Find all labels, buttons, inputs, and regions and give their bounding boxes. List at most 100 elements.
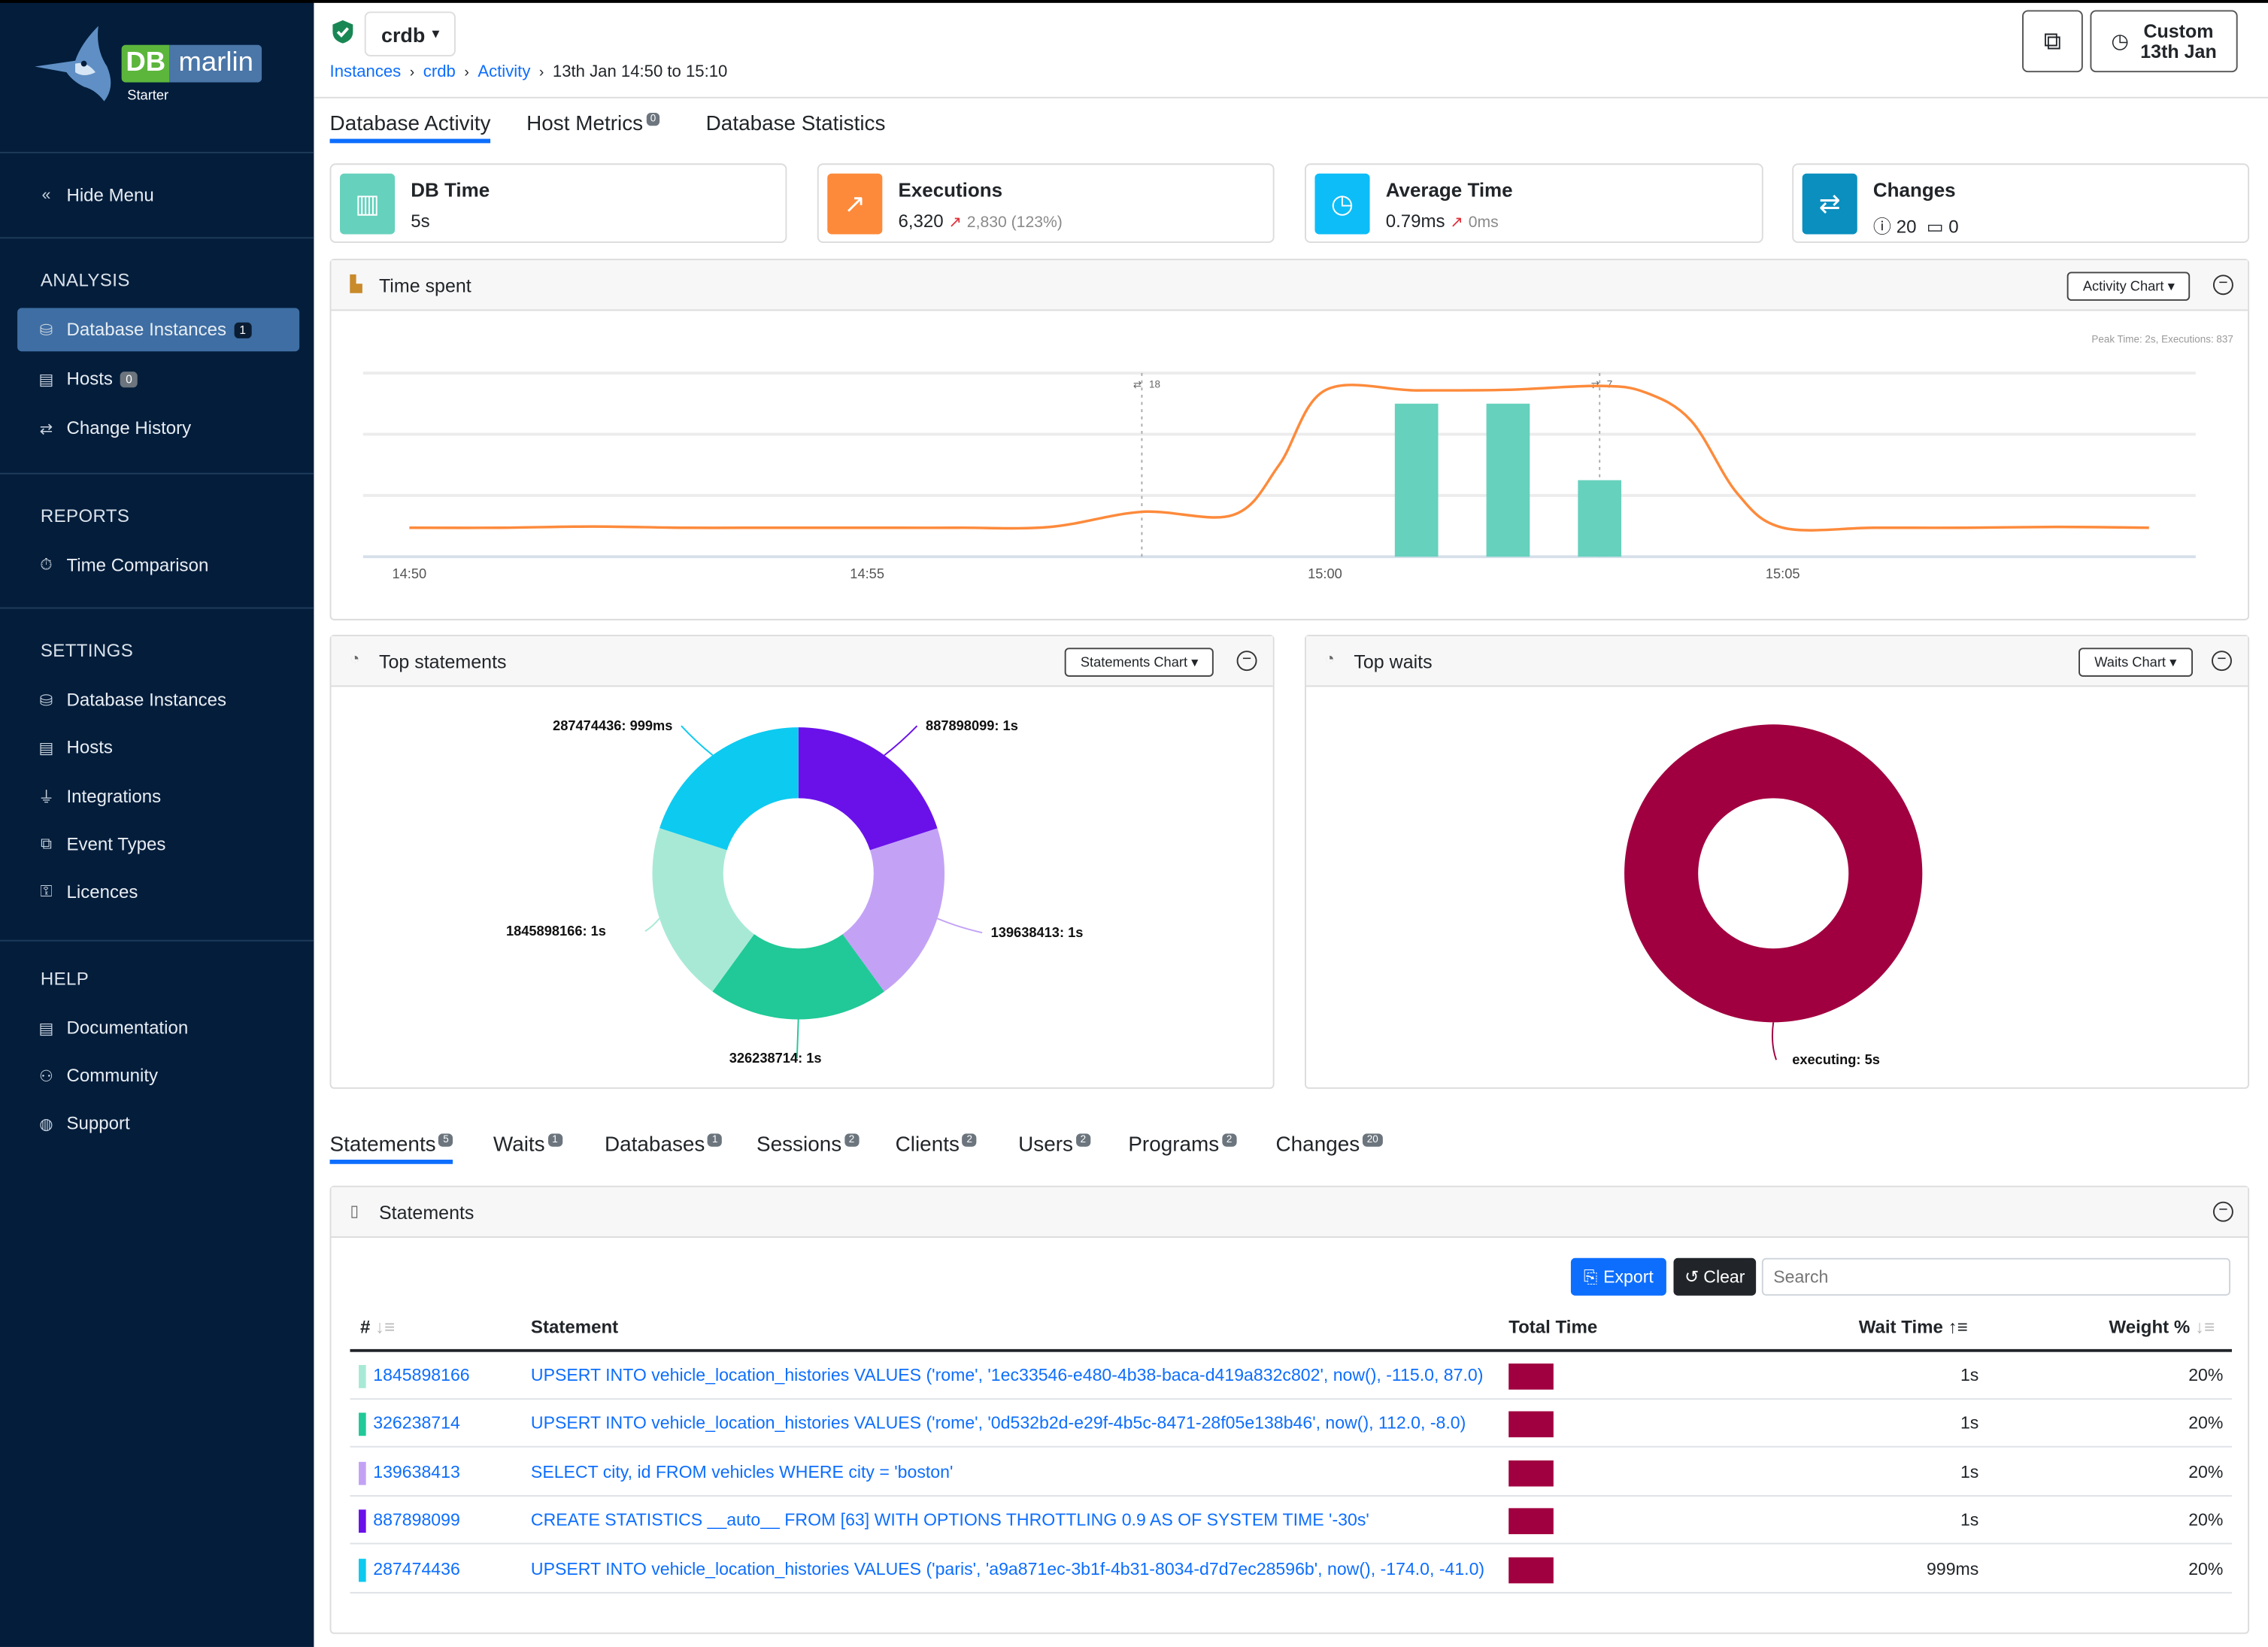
sidebar-item-label: Change History — [66, 417, 192, 438]
tab-waits[interactable]: Waits 1 — [493, 1133, 562, 1157]
slice-leader-line — [937, 918, 983, 934]
statement-text-link[interactable]: UPSERT INTO vehicle_location_histories V… — [530, 1413, 1466, 1434]
statements-chart-dropdown[interactable]: Statements Chart ▾ — [1064, 648, 1214, 677]
top-statements-donut: 887898099: 1s 139638413: 1s 326238714: 1s 1… — [506, 717, 1083, 1066]
sidebar-item-label: Hosts — [66, 369, 113, 390]
copy-button[interactable]: ⧉ — [2022, 10, 2083, 73]
time-range-mode: Custom — [2143, 19, 2214, 41]
sidebar-item-community[interactable]: ⚇ Community — [17, 1054, 299, 1098]
clock-icon: ◷ — [1314, 173, 1370, 235]
donut-slice[interactable] — [798, 727, 938, 851]
time-spent-panel: ▙ Time spent Activity Chart ▾ − Peak Tim… — [329, 259, 2250, 620]
sidebar-item-label: Documentation — [66, 1018, 189, 1039]
instance-selector[interactable]: crdb ▾ — [364, 11, 456, 56]
donut-slice[interactable] — [1624, 724, 1923, 1023]
logo[interactable]: DB marlin Starter — [32, 23, 263, 110]
tab-sessions[interactable]: Sessions 2 — [757, 1133, 860, 1157]
tab-label: Programs — [1128, 1133, 1220, 1157]
donut-slice[interactable] — [659, 727, 799, 851]
statement-id-link[interactable]: 287474436 — [373, 1558, 460, 1579]
sidebar-item-support[interactable]: ◍ Support — [17, 1102, 299, 1145]
sidebar-item-integrations[interactable]: ⏚ Integrations — [17, 775, 299, 819]
sidebar-item-licences[interactable]: ⚿ Licences — [17, 870, 299, 914]
tab-clients[interactable]: Clients 2 — [896, 1133, 977, 1157]
database-icon: ⛁ — [39, 692, 53, 710]
tab-users[interactable]: Users 2 — [1018, 1133, 1090, 1157]
export-button[interactable]: ⎘ Export — [1570, 1257, 1666, 1296]
total-time-bar — [1508, 1412, 1554, 1438]
tab-programs[interactable]: Programs 2 — [1128, 1133, 1237, 1157]
slice-label: 326238714: 1s — [729, 1050, 822, 1066]
statement-color-swatch — [359, 1558, 366, 1582]
time-bar[interactable] — [1578, 480, 1622, 557]
collapse-button[interactable]: − — [1236, 651, 1257, 672]
activity-chart-dropdown[interactable]: Activity Chart ▾ — [2066, 271, 2191, 301]
column-header-weight[interactable]: Weight % ↓≡ — [2109, 1318, 2215, 1338]
statement-id-link[interactable]: 1845898166 — [373, 1365, 470, 1385]
change-marker-label[interactable]: 7 — [1607, 378, 1612, 390]
count-badge: 2 — [1222, 1133, 1237, 1148]
waits-chart-dropdown[interactable]: Waits Chart ▾ — [2078, 648, 2193, 677]
collapse-button[interactable]: − — [2212, 1201, 2233, 1222]
tab-changes[interactable]: Changes 20 — [1276, 1133, 1383, 1157]
sidebar-item-event-types[interactable]: ⧉ Event Types — [17, 823, 299, 866]
clear-button[interactable]: ↺ Clear — [1673, 1257, 1757, 1296]
breadcrumb-current: 13th Jan 14:50 to 15:10 — [552, 63, 728, 81]
statement-text-link[interactable]: CREATE STATISTICS __auto__ FROM [63] WIT… — [530, 1509, 1369, 1530]
column-label: # — [359, 1317, 371, 1338]
statement-id-link[interactable]: 887898099 — [373, 1509, 460, 1530]
sidebar-item-hosts[interactable]: ▤ Hosts 0 — [17, 357, 299, 401]
change-marker-label[interactable]: 18 — [1149, 378, 1160, 390]
file-export-icon: ⎘ — [1583, 1266, 1598, 1287]
column-header-total-time[interactable]: Total Time — [1508, 1317, 1598, 1338]
statement-color-swatch — [359, 1509, 366, 1533]
tab-statements[interactable]: Statements 5 — [329, 1133, 453, 1164]
statement-id-link[interactable]: 139638413 — [373, 1461, 460, 1482]
statement-text-link[interactable]: UPSERT INTO vehicle_location_histories V… — [530, 1558, 1485, 1579]
breadcrumb-activity[interactable]: Activity — [478, 63, 531, 81]
table-row: 1845898166 UPSERT INTO vehicle_location_h… — [350, 1352, 2232, 1400]
book-icon: ▤ — [38, 1020, 54, 1038]
breadcrumb-instances[interactable]: Instances — [329, 63, 402, 81]
change-marker-icon: ⇄ — [1133, 378, 1142, 390]
column-header-wait-time[interactable]: Wait Time ↑≡ — [1859, 1318, 1968, 1338]
sidebar-item-settings-database-instances[interactable]: ⛁ Database Instances — [17, 678, 299, 722]
sidebar-item-settings-hosts[interactable]: ▤ Hosts — [17, 726, 299, 769]
arrows-exchange-icon: ⇄ — [1802, 173, 1857, 235]
count-badge: 20 — [1363, 1133, 1383, 1148]
statement-text-link[interactable]: SELECT city, id FROM vehicles WHERE city… — [530, 1461, 954, 1482]
total-time-bar — [1508, 1556, 1554, 1583]
breadcrumb-crdb[interactable]: crdb — [423, 63, 456, 81]
tab-databases[interactable]: Databases 1 — [605, 1133, 723, 1157]
statement-text-link[interactable]: UPSERT INTO vehicle_location_histories V… — [530, 1365, 1484, 1385]
wait-time-value: 999ms — [1927, 1558, 1979, 1579]
tab-host-metrics[interactable]: Host Metrics 0 — [526, 113, 661, 136]
statement-color-swatch — [359, 1365, 366, 1388]
weight-value: 20% — [2188, 1558, 2224, 1579]
time-bar[interactable] — [1394, 403, 1439, 557]
donut-slice[interactable] — [712, 934, 884, 1020]
tab-database-activity[interactable]: Database Activity — [329, 113, 491, 144]
column-header-statement[interactable]: Statement — [530, 1317, 619, 1338]
sidebar-item-database-instances[interactable]: ⛁ Database Instances 1 — [17, 308, 300, 352]
donut-slice[interactable] — [652, 828, 754, 992]
weight-value: 20% — [2188, 1461, 2224, 1482]
tab-database-statistics[interactable]: Database Statistics — [706, 113, 886, 136]
tab-label: Clients — [895, 1133, 960, 1157]
sidebar-item-change-history[interactable]: ⇄ Change History — [17, 406, 299, 450]
sidebar-item-documentation[interactable]: ▤ Documentation — [17, 1006, 299, 1050]
collapse-button[interactable]: − — [2212, 651, 2232, 672]
count-badge: 0 — [120, 371, 138, 387]
hide-menu-button[interactable]: « Hide Menu — [17, 174, 299, 217]
collapse-button[interactable]: − — [2212, 274, 2233, 296]
column-header-number[interactable]: # ↓≡ — [360, 1318, 395, 1338]
time-range-button[interactable]: ◷ Custom 13th Jan — [2090, 10, 2238, 73]
sidebar-item-time-comparison[interactable]: ⏱ Time Comparison — [17, 544, 299, 587]
donut-slice[interactable] — [842, 828, 945, 992]
time-bar[interactable] — [1486, 403, 1530, 557]
search-input[interactable] — [1761, 1257, 2231, 1296]
statement-id-link[interactable]: 326238714 — [373, 1413, 460, 1434]
divider — [0, 472, 314, 475]
count-badge: 5 — [438, 1133, 453, 1148]
peak-annotation: Peak Time: 2s, Executions: 837 — [2091, 334, 2233, 345]
